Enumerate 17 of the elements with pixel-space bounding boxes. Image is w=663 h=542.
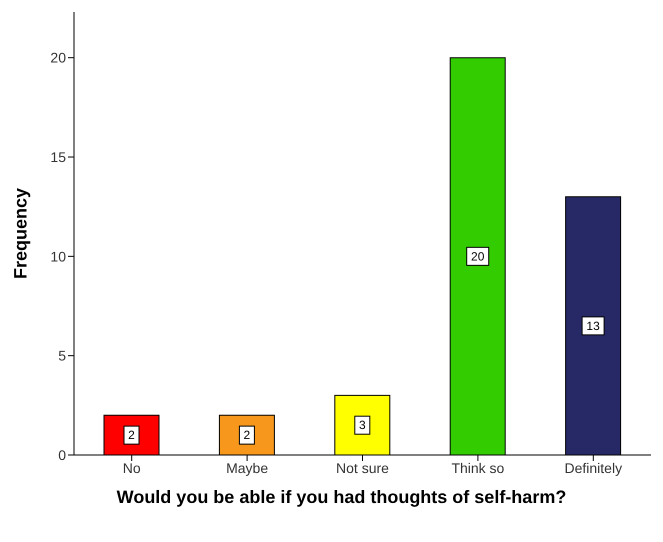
data-label: 13 (586, 318, 600, 333)
x-tick-label: Not sure (336, 460, 390, 476)
y-tick-label: 5 (58, 348, 66, 364)
x-tick-label: Definitely (564, 460, 622, 476)
x-tick-label: Maybe (226, 460, 268, 476)
x-tick-label: Think so (451, 460, 505, 476)
data-label: 2 (128, 428, 136, 442)
y-tick-label: 15 (50, 148, 66, 165)
data-label: 20 (471, 249, 485, 264)
y-axis-title: Frequency (10, 188, 30, 280)
y-tick-label: 10 (50, 248, 66, 264)
x-axis-title: Would you be able if you had thoughts of self-harm? (116, 486, 568, 508)
y-tick-label: 20 (50, 50, 66, 66)
y-tick-label: 0 (58, 446, 66, 463)
data-label: 3 (358, 418, 366, 432)
data-label: 2 (244, 428, 251, 442)
x-tick-label: No (122, 460, 141, 476)
